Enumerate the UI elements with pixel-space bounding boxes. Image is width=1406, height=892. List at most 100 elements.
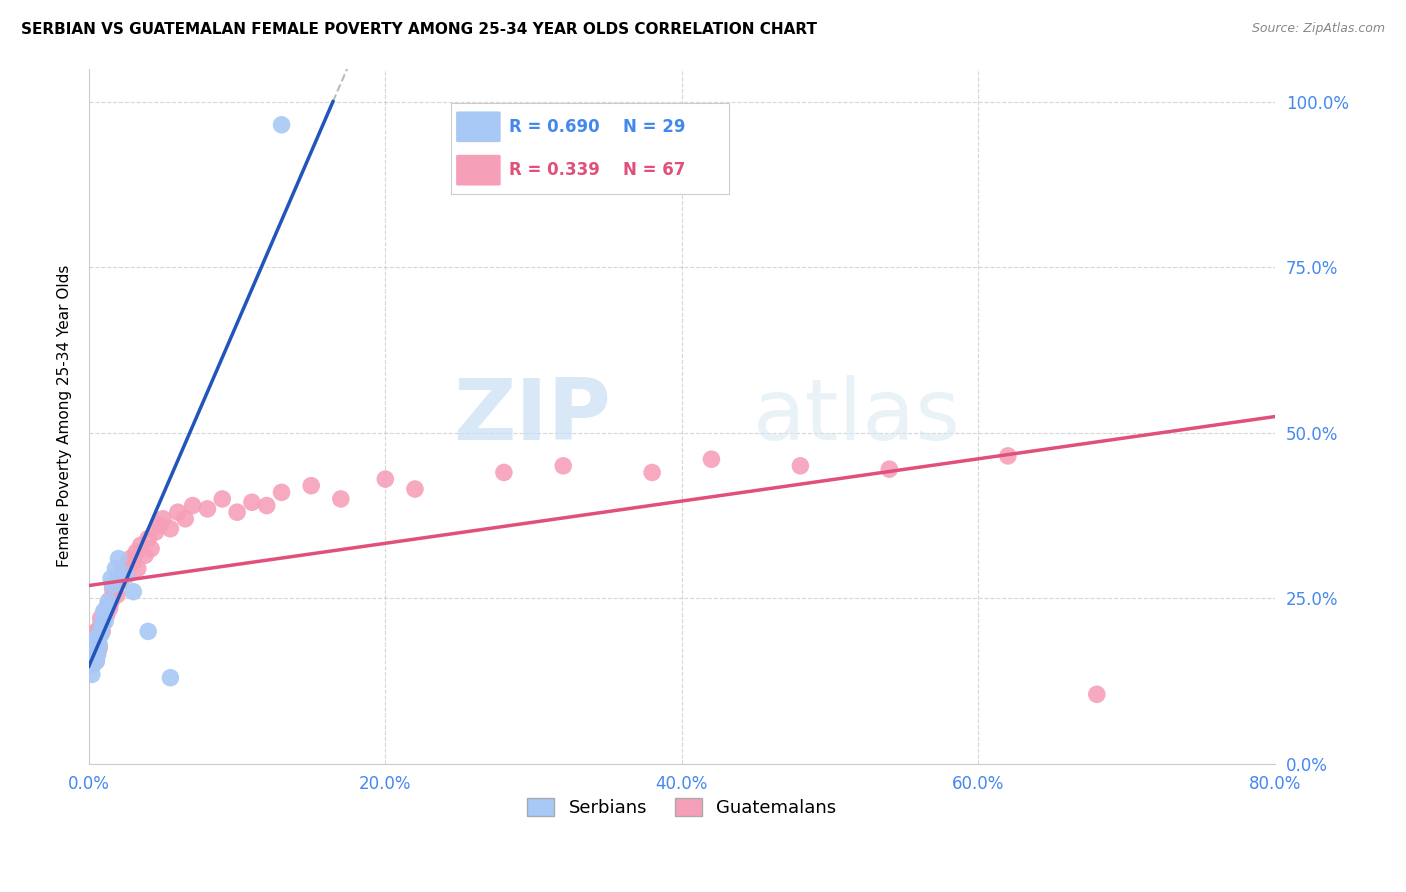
Point	[270, 485, 292, 500]
Point	[122, 555, 145, 569]
Point	[110, 568, 132, 582]
Point	[127, 561, 149, 575]
Point	[101, 582, 124, 596]
Point	[87, 648, 110, 662]
Point	[149, 518, 172, 533]
Point	[115, 558, 138, 573]
Point	[93, 611, 115, 625]
Point	[87, 640, 110, 655]
Point	[80, 628, 103, 642]
Point	[82, 657, 104, 672]
Point	[374, 472, 396, 486]
Point	[94, 605, 117, 619]
Point	[120, 551, 142, 566]
Point	[159, 522, 181, 536]
Point	[879, 462, 901, 476]
Point	[789, 458, 811, 473]
Point	[80, 648, 103, 662]
Point	[84, 654, 107, 668]
Point	[101, 578, 124, 592]
Point	[270, 118, 292, 132]
Point	[84, 631, 107, 645]
Point	[997, 449, 1019, 463]
Point	[641, 466, 664, 480]
Point	[96, 607, 118, 622]
Point	[122, 584, 145, 599]
Text: SERBIAN VS GUATEMALAN FEMALE POVERTY AMONG 25-34 YEAR OLDS CORRELATION CHART: SERBIAN VS GUATEMALAN FEMALE POVERTY AMO…	[21, 22, 817, 37]
Point	[87, 644, 110, 658]
Point	[117, 568, 139, 582]
Point	[111, 561, 134, 575]
Point	[83, 631, 105, 645]
Legend: Serbians, Guatemalans: Serbians, Guatemalans	[520, 790, 844, 824]
Point	[299, 479, 322, 493]
Point	[145, 524, 167, 539]
Point	[492, 466, 515, 480]
Point	[104, 561, 127, 575]
Point	[100, 591, 122, 606]
Point	[134, 548, 156, 562]
Point	[329, 491, 352, 506]
Point	[115, 568, 138, 582]
Point	[136, 532, 159, 546]
Text: atlas: atlas	[754, 375, 960, 458]
Point	[129, 538, 152, 552]
Point	[91, 624, 114, 639]
Point	[107, 551, 129, 566]
Point	[256, 499, 278, 513]
Point	[174, 512, 197, 526]
Point	[89, 628, 111, 642]
Point	[90, 611, 112, 625]
Point	[93, 605, 115, 619]
Point	[90, 624, 112, 639]
Point	[87, 634, 110, 648]
Point	[166, 505, 188, 519]
Point	[197, 501, 219, 516]
Point	[89, 638, 111, 652]
Point	[240, 495, 263, 509]
Point	[181, 499, 204, 513]
Point	[83, 644, 105, 658]
Point	[107, 571, 129, 585]
Point	[93, 615, 115, 629]
Point	[97, 598, 120, 612]
Point	[83, 651, 105, 665]
Text: Source: ZipAtlas.com: Source: ZipAtlas.com	[1251, 22, 1385, 36]
Y-axis label: Female Poverty Among 25-34 Year Olds: Female Poverty Among 25-34 Year Olds	[58, 265, 72, 567]
Point	[100, 571, 122, 585]
Point	[82, 634, 104, 648]
Point	[79, 638, 101, 652]
Point	[90, 617, 112, 632]
Point	[125, 545, 148, 559]
Point	[404, 482, 426, 496]
Point	[700, 452, 723, 467]
Point	[152, 512, 174, 526]
Point	[79, 648, 101, 662]
Point	[96, 601, 118, 615]
Point	[82, 634, 104, 648]
Point	[105, 588, 128, 602]
Point	[553, 458, 575, 473]
Point	[84, 624, 107, 639]
Point	[100, 594, 122, 608]
Point	[1085, 687, 1108, 701]
Point	[159, 671, 181, 685]
Point	[93, 607, 115, 622]
Point	[98, 601, 121, 615]
Point	[104, 578, 127, 592]
Point	[84, 654, 107, 668]
Point	[80, 667, 103, 681]
Point	[139, 541, 162, 556]
Point	[90, 628, 112, 642]
Point	[94, 615, 117, 629]
Point	[89, 640, 111, 655]
Point	[108, 574, 131, 589]
Point	[83, 640, 105, 655]
Point	[97, 594, 120, 608]
Point	[82, 644, 104, 658]
Point	[136, 624, 159, 639]
Point	[91, 617, 114, 632]
Point	[103, 584, 125, 599]
Text: ZIP: ZIP	[453, 375, 610, 458]
Point	[211, 491, 233, 506]
